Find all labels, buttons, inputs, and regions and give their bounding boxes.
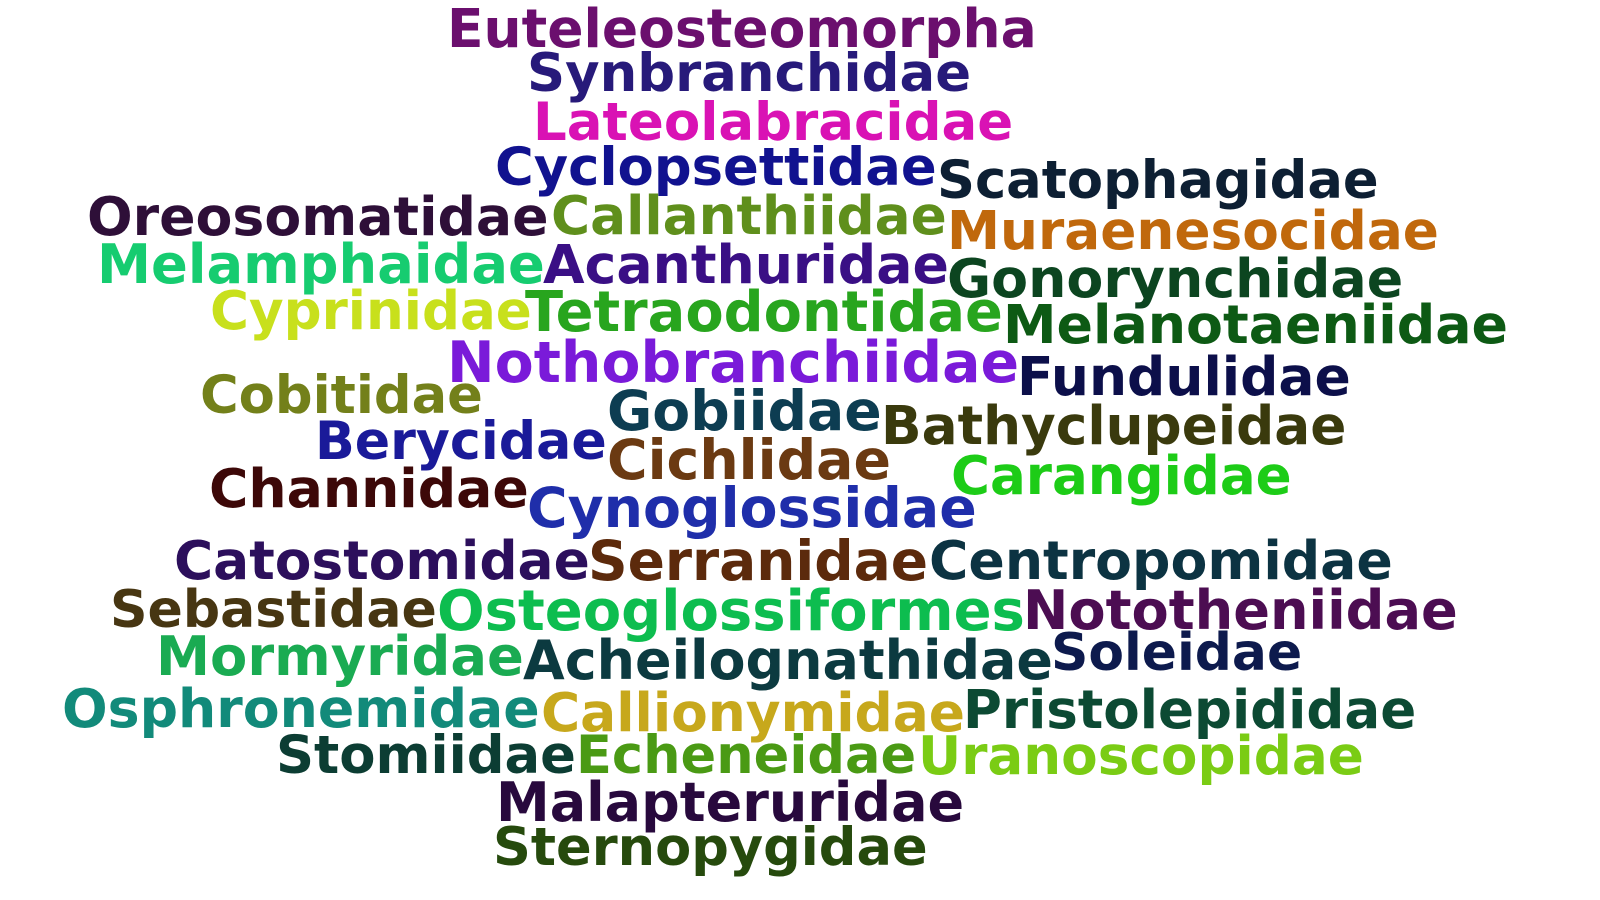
word-cyclopsettidae: Cyclopsettidae: [495, 137, 937, 198]
word-soleidae: Soleidae: [1051, 623, 1303, 683]
word-gobiidae: Gobiidae: [607, 380, 882, 444]
word-gonorynchidae: Gonorynchidae: [947, 247, 1404, 310]
word-melamphaidae: Melamphaidae: [97, 233, 545, 296]
word-centropomidae: Centropomidae: [929, 529, 1393, 592]
word-muraenesocidae: Muraenesocidae: [947, 200, 1439, 262]
word-carangidae: Carangidae: [951, 445, 1292, 507]
word-sternopygidae: Sternopygidae: [493, 817, 928, 878]
word-channidae: Channidae: [209, 457, 529, 520]
word-cichlidae: Cichlidae: [607, 429, 891, 493]
word-acanthuridae: Acanthuridae: [543, 233, 949, 296]
word-cyprinidae: Cyprinidae: [210, 280, 532, 342]
word-scatophagidae: Scatophagidae: [937, 150, 1379, 211]
word-malapteruridae: Malapteruridae: [496, 771, 965, 834]
word-uranoscopidae: Uranoscopidae: [918, 725, 1364, 787]
word-tetraodontidae: Tetraodontidae: [525, 280, 1003, 345]
word-synbranchidae: Synbranchidae: [527, 43, 972, 104]
word-oreosomatidae: Oreosomatidae: [87, 185, 549, 248]
word-mormyridae: Mormyridae: [156, 625, 524, 688]
word-serranidae: Serranidae: [588, 529, 929, 593]
word-fundulidae: Fundulidae: [1017, 345, 1351, 408]
word-osphronemidae: Osphronemidae: [62, 677, 540, 740]
word-pristolepididae: Pristolepididae: [963, 679, 1417, 741]
word-cobitidae: Cobitidae: [200, 365, 483, 426]
word-acheilognathidae: Acheilognathidae: [523, 629, 1053, 692]
word-echeneidae: Echeneidae: [576, 725, 917, 786]
word-berycidae: Berycidae: [315, 412, 607, 472]
word-nothobranchiidae: Nothobranchiidae: [447, 330, 1020, 396]
word-nototheniidae: Nototheniidae: [1023, 579, 1458, 642]
word-catostomidae: Catostomidae: [174, 529, 590, 592]
word-bathyclupeidae: Bathyclupeidae: [881, 395, 1347, 457]
word-callanthiidae: Callanthiidae: [551, 185, 947, 247]
word-melanotaeniidae: Melanotaeniidae: [1003, 293, 1509, 356]
word-cynoglossidae: Cynoglossidae: [527, 477, 977, 541]
word-callionymidae: Callionymidae: [541, 681, 965, 744]
word-lateolabracidae: Lateolabracidae: [533, 92, 1014, 153]
word-osteoglossiformes: Osteoglossiformes: [437, 579, 1025, 644]
word-sebastidae: Sebastidae: [110, 580, 437, 640]
word-stomiidae: Stomiidae: [276, 725, 576, 786]
word-euteleosteomorpha: Euteleosteomorpha: [447, 0, 1037, 60]
